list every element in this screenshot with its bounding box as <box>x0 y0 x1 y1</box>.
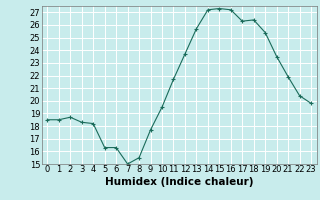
X-axis label: Humidex (Indice chaleur): Humidex (Indice chaleur) <box>105 177 253 187</box>
